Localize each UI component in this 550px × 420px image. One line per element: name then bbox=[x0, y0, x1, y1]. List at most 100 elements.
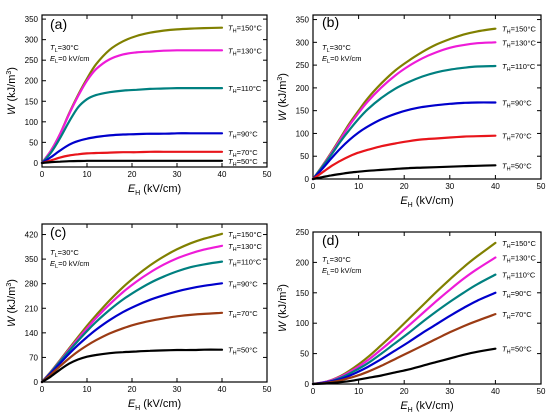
series-label: TH=150°C bbox=[502, 239, 536, 250]
series-label: TH=150°C bbox=[228, 24, 262, 35]
condition-label: TL=30°C bbox=[50, 43, 79, 54]
y-axis-title: W (kJ/m3) bbox=[6, 279, 18, 327]
x-tick-label: 40 bbox=[491, 182, 500, 191]
y-tick-label: 100 bbox=[25, 118, 39, 127]
y-tick-label: 300 bbox=[296, 38, 310, 47]
series-label: TH=130°C bbox=[228, 46, 262, 57]
x-tick-label: 50 bbox=[263, 170, 272, 179]
x-tick-label: 50 bbox=[537, 387, 546, 396]
x-tick-label: 0 bbox=[40, 170, 45, 179]
y-axis-title: W (kJ/m3) bbox=[277, 284, 289, 332]
y-tick-label: 140 bbox=[25, 329, 39, 338]
y-tick-label: 50 bbox=[300, 350, 309, 359]
x-tick-label: 10 bbox=[354, 182, 363, 191]
x-tick-label: 30 bbox=[173, 385, 182, 394]
y-tick-label: 350 bbox=[296, 16, 310, 25]
y-tick-label: 0 bbox=[305, 175, 310, 184]
condition-label: EL=0 kV/cm bbox=[50, 54, 90, 65]
plot-frame bbox=[41, 223, 268, 383]
series-label: TH=130°C bbox=[502, 254, 536, 265]
series-label: TH=130°C bbox=[228, 242, 262, 253]
x-tick-label: 50 bbox=[263, 385, 272, 394]
y-tick-label: 50 bbox=[29, 138, 38, 147]
x-tick-label: 0 bbox=[311, 182, 316, 191]
x-axis-title: EH (kV/cm) bbox=[128, 183, 181, 197]
series-label: TH=110°C bbox=[228, 84, 262, 95]
x-tick-label: 30 bbox=[445, 182, 454, 191]
y-tick-label: 420 bbox=[25, 231, 39, 240]
y-tick-label: 250 bbox=[25, 56, 39, 65]
condition-label: TL=30°C bbox=[50, 248, 79, 259]
series-line-110C bbox=[40, 260, 224, 384]
y-tick-label: 300 bbox=[25, 36, 39, 45]
x-tick-label: 10 bbox=[83, 385, 92, 394]
y-axis-title: W (kJ/m3) bbox=[277, 73, 289, 121]
series-line-50C bbox=[311, 164, 497, 181]
y-tick-label: 210 bbox=[25, 304, 39, 313]
series-line-150C bbox=[311, 241, 497, 386]
series-label: TH=110°C bbox=[502, 271, 536, 282]
x-tick-label: 40 bbox=[218, 170, 227, 179]
condition-label: TL=30°C bbox=[322, 43, 351, 54]
series-label: TH=50°C bbox=[228, 157, 258, 168]
plot-frame bbox=[312, 231, 542, 385]
y-tick-label: 150 bbox=[25, 97, 39, 106]
series-label: TH=110°C bbox=[502, 62, 536, 73]
y-tick-label: 200 bbox=[25, 77, 39, 86]
series-line-50C bbox=[40, 348, 224, 384]
series-label: TH=70°C bbox=[502, 132, 532, 143]
x-tick-label: 40 bbox=[218, 385, 227, 394]
series-label: TH=70°C bbox=[228, 148, 258, 159]
y-tick-label: 200 bbox=[296, 84, 310, 93]
panel-label: (c) bbox=[50, 224, 66, 240]
series-label: TH=150°C bbox=[502, 25, 536, 36]
series-line-90C bbox=[40, 132, 224, 164]
y-tick-label: 350 bbox=[25, 255, 39, 264]
panel-a: 0 10 20 30 40 50 0 50 100 150 200 250 300 350 EH (kV/c… bbox=[6, 14, 272, 197]
series-label: TH=90°C bbox=[228, 129, 258, 140]
condition-label: EL=0 kV/cm bbox=[322, 54, 362, 65]
series-label: TH=90°C bbox=[228, 279, 258, 290]
y-tick-label: 150 bbox=[296, 289, 310, 298]
y-axis-title: W (kJ/m3) bbox=[6, 67, 18, 115]
series-label: TH=50°C bbox=[502, 161, 532, 172]
y-tick-label: 280 bbox=[25, 280, 39, 289]
x-tick-label: 0 bbox=[40, 385, 45, 394]
y-tick-label: 100 bbox=[296, 319, 310, 328]
series-label: TH=110°C bbox=[228, 258, 262, 269]
panel-label: (d) bbox=[322, 232, 339, 248]
series-label: TH=90°C bbox=[502, 289, 532, 300]
condition-label: TL=30°C bbox=[322, 255, 351, 266]
plot-frame bbox=[41, 14, 268, 168]
x-tick-label: 10 bbox=[83, 170, 92, 179]
series-label: TH=150°C bbox=[228, 230, 262, 241]
series-label: TH=90°C bbox=[502, 98, 532, 109]
x-tick-label: 30 bbox=[173, 170, 182, 179]
series-line-50C bbox=[311, 347, 497, 386]
series-line-70C bbox=[40, 311, 224, 384]
plot-frame bbox=[312, 14, 542, 180]
condition-label: EL=0 kV/cm bbox=[322, 266, 362, 277]
y-tick-label: 0 bbox=[34, 378, 39, 387]
condition-label: EL=0 kV/cm bbox=[50, 259, 90, 270]
series-line-110C bbox=[311, 64, 497, 181]
y-tick-label: 0 bbox=[305, 380, 310, 389]
x-tick-label: 0 bbox=[311, 387, 316, 396]
series-line-110C bbox=[311, 273, 497, 386]
panel-label: (b) bbox=[322, 14, 339, 30]
series-line-90C bbox=[311, 101, 497, 181]
x-tick-label: 50 bbox=[537, 182, 546, 191]
series-label: TH=50°C bbox=[228, 346, 258, 357]
x-axis-title: EH (kV/cm) bbox=[400, 400, 453, 414]
series-line-130C bbox=[311, 256, 497, 386]
x-axis-title: EH (kV/cm) bbox=[128, 398, 181, 412]
series-label: TH=50°C bbox=[502, 345, 532, 356]
y-tick-label: 200 bbox=[296, 258, 310, 267]
series-line-70C bbox=[40, 150, 224, 164]
x-tick-label: 20 bbox=[128, 170, 137, 179]
x-tick-label: 20 bbox=[400, 387, 409, 396]
series-line-70C bbox=[311, 313, 497, 386]
y-tick-label: 150 bbox=[296, 107, 310, 116]
panel-d: 0 10 20 30 40 50 0 50 100 150 200 250 EH (kV/cm) W (k… bbox=[277, 228, 546, 414]
